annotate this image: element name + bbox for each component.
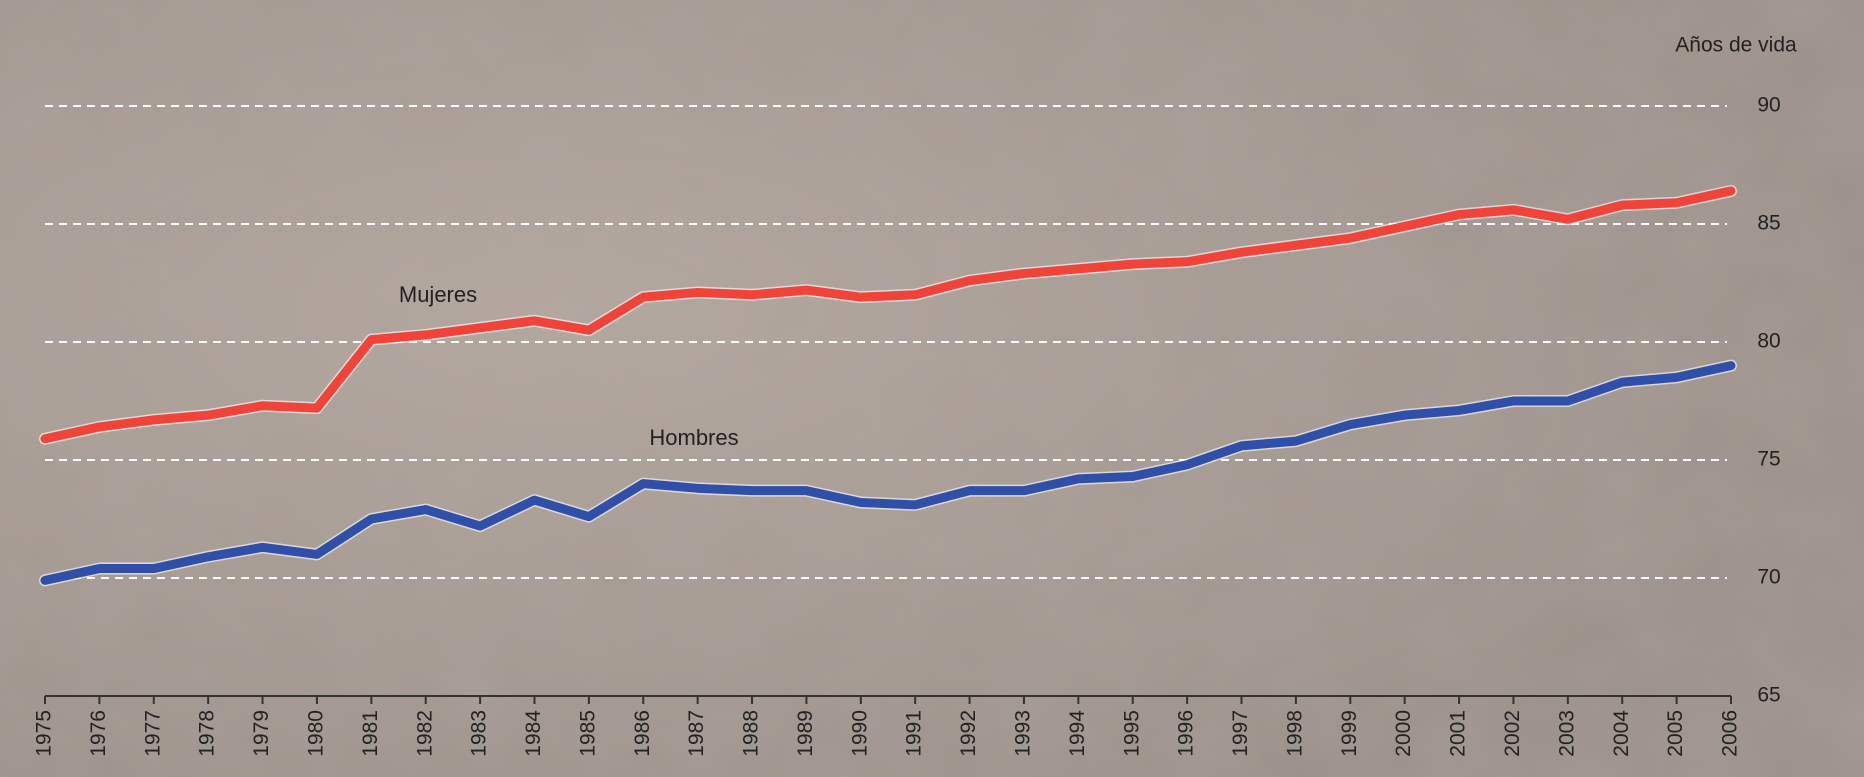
x-tick-label: 2004 xyxy=(1610,710,1633,757)
x-tick-label: 1999 xyxy=(1338,710,1361,757)
x-tick-label: 2002 xyxy=(1501,710,1524,757)
x-tick-label: 2003 xyxy=(1555,710,1578,757)
y-tick-label: 70 xyxy=(1757,566,1780,589)
x-tick-label: 2005 xyxy=(1664,710,1687,757)
x-tick-label: 1986 xyxy=(631,710,654,757)
x-tick-label: 1990 xyxy=(848,710,871,757)
y-tick-label: 85 xyxy=(1757,212,1780,235)
x-tick-label: 1984 xyxy=(522,710,545,757)
x-tick-label: 1977 xyxy=(141,710,164,757)
x-tick-label: 2006 xyxy=(1719,710,1742,757)
x-tick-label: 1992 xyxy=(957,710,980,757)
x-tick-label: 1996 xyxy=(1175,710,1198,757)
x-tick-label: 1976 xyxy=(87,710,110,757)
x-tick-label: 1985 xyxy=(576,710,599,757)
y-tick-label: 65 xyxy=(1757,684,1780,707)
x-tick-label: 1998 xyxy=(1283,710,1306,757)
x-tick-label: 1994 xyxy=(1066,710,1089,757)
x-tick-label: 2001 xyxy=(1447,710,1470,757)
x-tick-label: 1981 xyxy=(359,710,382,757)
x-tick-label: 1993 xyxy=(1012,710,1035,757)
series-line xyxy=(40,361,1736,585)
x-tick-label: 1991 xyxy=(903,710,926,757)
x-tick-label: 1988 xyxy=(740,710,763,757)
x-tick-label: 1978 xyxy=(196,710,219,757)
x-tick-label: 1997 xyxy=(1229,710,1252,757)
y-tick-label: 75 xyxy=(1757,448,1780,471)
series-label: Mujeres xyxy=(399,282,477,307)
x-tick-label: 1975 xyxy=(33,710,56,757)
y-tick-label: 80 xyxy=(1757,330,1780,353)
x-tick-label: 1980 xyxy=(304,710,327,757)
y-axis-label: Años de vida xyxy=(1675,34,1797,57)
x-tick-label: 2000 xyxy=(1392,710,1415,757)
x-tick-label: 1982 xyxy=(413,710,436,757)
x-tick-label: 1987 xyxy=(685,710,708,757)
x-tick-label: 1989 xyxy=(794,710,817,757)
x-tick-label: 1995 xyxy=(1120,710,1143,757)
y-tick-label: 90 xyxy=(1757,94,1780,117)
x-tick-label: 1983 xyxy=(468,710,491,757)
series-label: Hombres xyxy=(649,425,738,450)
x-tick-label: 1979 xyxy=(250,710,273,757)
series-line xyxy=(40,186,1736,444)
